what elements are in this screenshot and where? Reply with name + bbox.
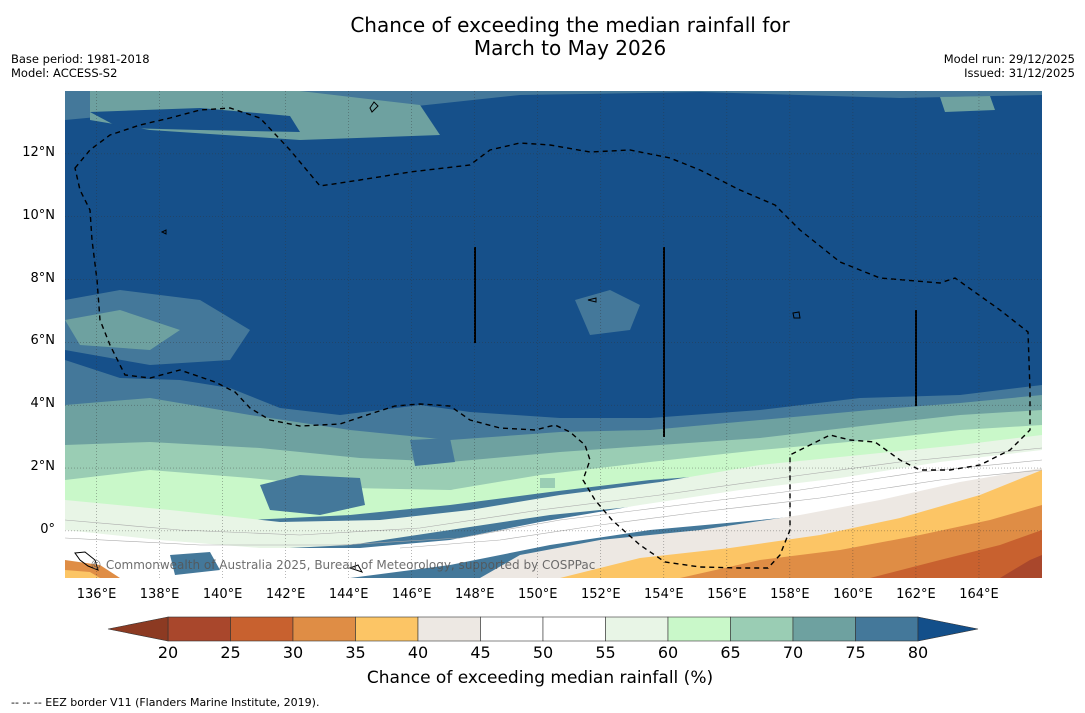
colorbar-tick-label: 45 [470, 643, 491, 662]
patch-ne-70 [940, 96, 995, 112]
region-20-25 [1000, 555, 1042, 578]
x-tick-label: 156°E [707, 587, 747, 602]
colorbar-swatch [542, 616, 606, 642]
copyright-notice: © Commonwealth of Australia 2025, Bureau… [90, 558, 596, 572]
x-tick-label: 136°E [76, 587, 117, 602]
x-tick-label: 142°E [265, 587, 306, 602]
colorbar-swatch [667, 616, 731, 642]
map-title: Chance of exceeding the median rainfall … [270, 14, 870, 60]
colorbar-swatch [292, 616, 356, 642]
islands [74, 101, 801, 573]
colorbar-tick-label: 20 [157, 643, 179, 662]
colorbar-label: Chance of exceeding median rainfall (%) [366, 668, 714, 688]
x-tick-label: 162°E [896, 587, 936, 602]
colorbar-swatch [605, 616, 669, 642]
map-title-line2: March to May 2026 [473, 36, 667, 60]
contour-lines [65, 447, 1042, 549]
meta-left: Base period: 1981-2018 Model: ACCESS-S2 [11, 52, 150, 80]
colorbar-tick-label: 80 [907, 643, 929, 662]
colorbar-tick-label: 35 [345, 643, 366, 662]
colorbar-tick-label: 70 [782, 643, 804, 662]
meta-right: Model run: 29/12/2025 Issued: 31/12/2025 [944, 52, 1075, 80]
x-tick-label: 152°E [581, 587, 621, 602]
y-tick-label: 4°N [30, 396, 56, 412]
model-run: Model run: 29/12/2025 [943, 52, 1075, 66]
region-45-55 [65, 450, 1042, 578]
colorbar-swatch [855, 616, 919, 642]
x-tick-label: 140°E [202, 587, 243, 602]
patch-center-65 [540, 478, 555, 488]
colorbar-swatch [417, 616, 481, 642]
colorbar-extend-low [107, 616, 169, 642]
y-tick-label: 12°N [22, 144, 55, 160]
x-tick-label: 158°E [770, 587, 810, 602]
patch-sw-75 [170, 552, 220, 575]
colorbar-extend-high [917, 616, 979, 642]
region-25-30 [870, 530, 1042, 578]
region-55-60 [65, 435, 1042, 550]
eez-border [74, 107, 1031, 569]
colorbar-swatch [480, 616, 544, 642]
x-tick-label: 144°E [328, 587, 369, 602]
x-tick-label: 154°E [644, 587, 684, 602]
gridlines [65, 91, 1042, 578]
region-above-80 [65, 92, 1042, 418]
y-tick-label: 10°N [22, 207, 55, 223]
colorbar [107, 616, 979, 642]
colorbar-tick-label: 30 [282, 643, 304, 662]
x-tick-label: 150°E [517, 587, 558, 602]
y-tick-label: 2°N [30, 459, 56, 475]
y-tick-label: 0° [40, 521, 55, 537]
x-tick-label: 138°E [139, 587, 180, 602]
colorbar-swatch [355, 616, 419, 642]
patch-south-75b [410, 438, 455, 466]
colorbar-tick-label: 75 [845, 643, 866, 662]
patch-west-70 [65, 310, 180, 350]
x-tick-label: 164°E [959, 587, 999, 602]
colorbar-swatch [792, 616, 856, 642]
colorbar-tick-label: 65 [720, 643, 741, 662]
model-name: Model: ACCESS-S2 [11, 66, 118, 80]
colorbar-tick-label: 40 [407, 643, 429, 662]
colorbar-swatch [730, 616, 794, 642]
map-title-line1: Chance of exceeding the median rainfall … [350, 13, 790, 37]
issued-date: Issued: 31/12/2025 [964, 66, 1075, 80]
colorbar-tick-label: 25 [220, 643, 241, 662]
eez-legend: -- -- -- EEZ border V11 (Flanders Marine… [11, 696, 320, 709]
colorbar-swatch [230, 616, 294, 642]
colorbar-tick-label: 50 [532, 643, 554, 662]
base-period: Base period: 1981-2018 [11, 52, 150, 66]
x-tick-label: 148°E [454, 587, 495, 602]
patch-south-75 [260, 475, 365, 515]
y-tick-label: 6°N [30, 333, 56, 349]
x-tick-label: 160°E [833, 587, 873, 602]
colorbar-tick-label: 55 [595, 643, 616, 662]
region-low-sw-inner [65, 570, 100, 578]
x-tick-label: 146°E [391, 587, 432, 602]
y-tick-label: 8°N [30, 270, 56, 286]
colorbar-swatch [167, 616, 231, 642]
colorbar-tick-label: 60 [657, 643, 679, 662]
